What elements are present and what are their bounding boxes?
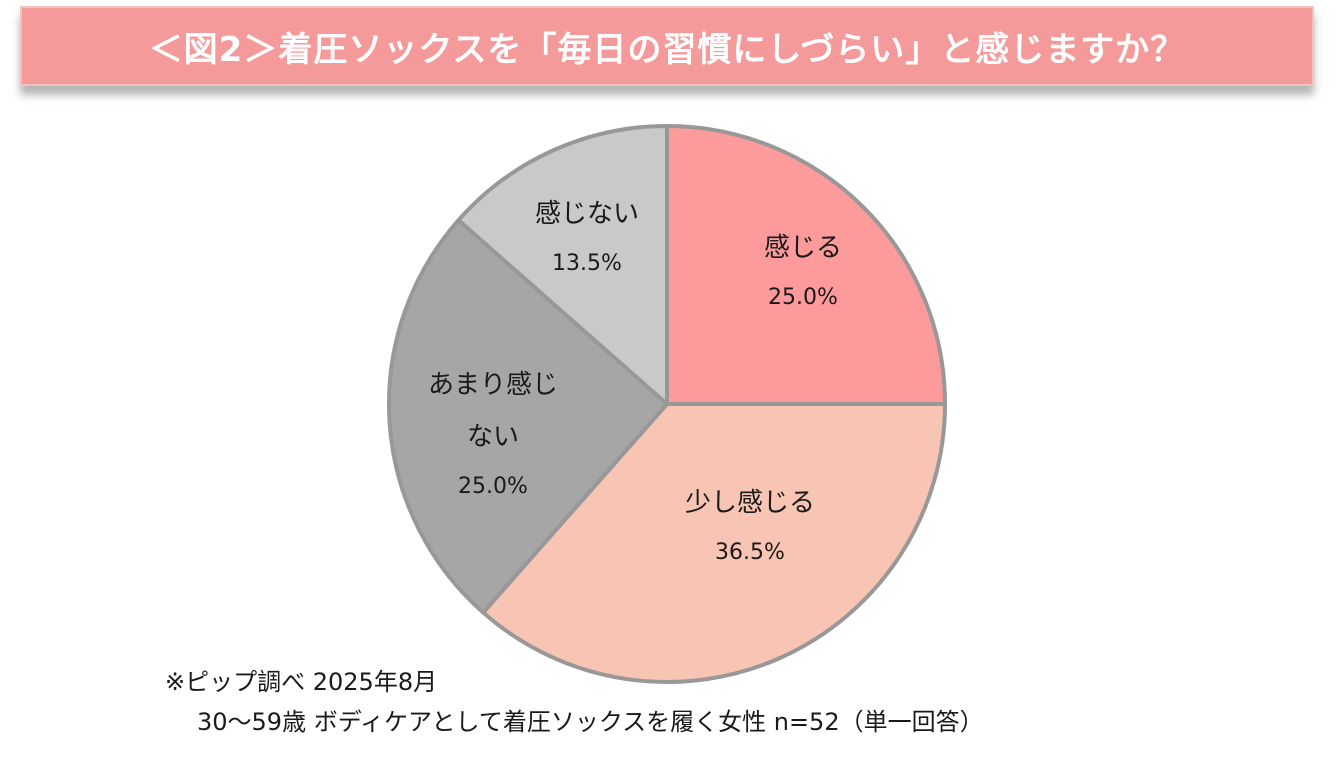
slice-amari-kanjinai-label: あまり感じ — [428, 370, 558, 400]
chart-title: ＜図2＞着圧ソックスを「毎日の習慣にしづらい」と感じますか？ — [148, 29, 1186, 70]
slice-kanjinai-label: 感じない — [535, 199, 639, 229]
slice-kanjiru-value-label: 25.0% — [768, 285, 838, 310]
slice-sukoshi-kanjiru — [481, 402, 947, 684]
slice-kanjiru-label: 感じる — [764, 233, 842, 263]
slice-amari-kanjinai-label: ない — [467, 422, 519, 452]
slice-kanjiru — [665, 124, 947, 406]
slice-amari-kanjinai-value-label: 25.0% — [458, 474, 528, 499]
slice-kanjinai-value-label: 13.5% — [552, 251, 622, 276]
slice-sukoshi-kanjiru-value-label: 36.5% — [715, 540, 785, 565]
slice-kanjinai — [456, 124, 669, 406]
slice-amari-kanjinai — [387, 218, 669, 615]
slice-sukoshi-kanjiru-label: 少し感じる — [685, 488, 815, 518]
source-note: ※ピップ調べ 2025年8月 — [165, 668, 438, 696]
sample-note: 30〜59歳 ボディケアとして着圧ソックスを履く女性 n=52（単一回答） — [197, 708, 984, 736]
title-banner: ＜図2＞着圧ソックスを「毎日の習慣にしづらい」と感じますか？ — [20, 6, 1314, 86]
